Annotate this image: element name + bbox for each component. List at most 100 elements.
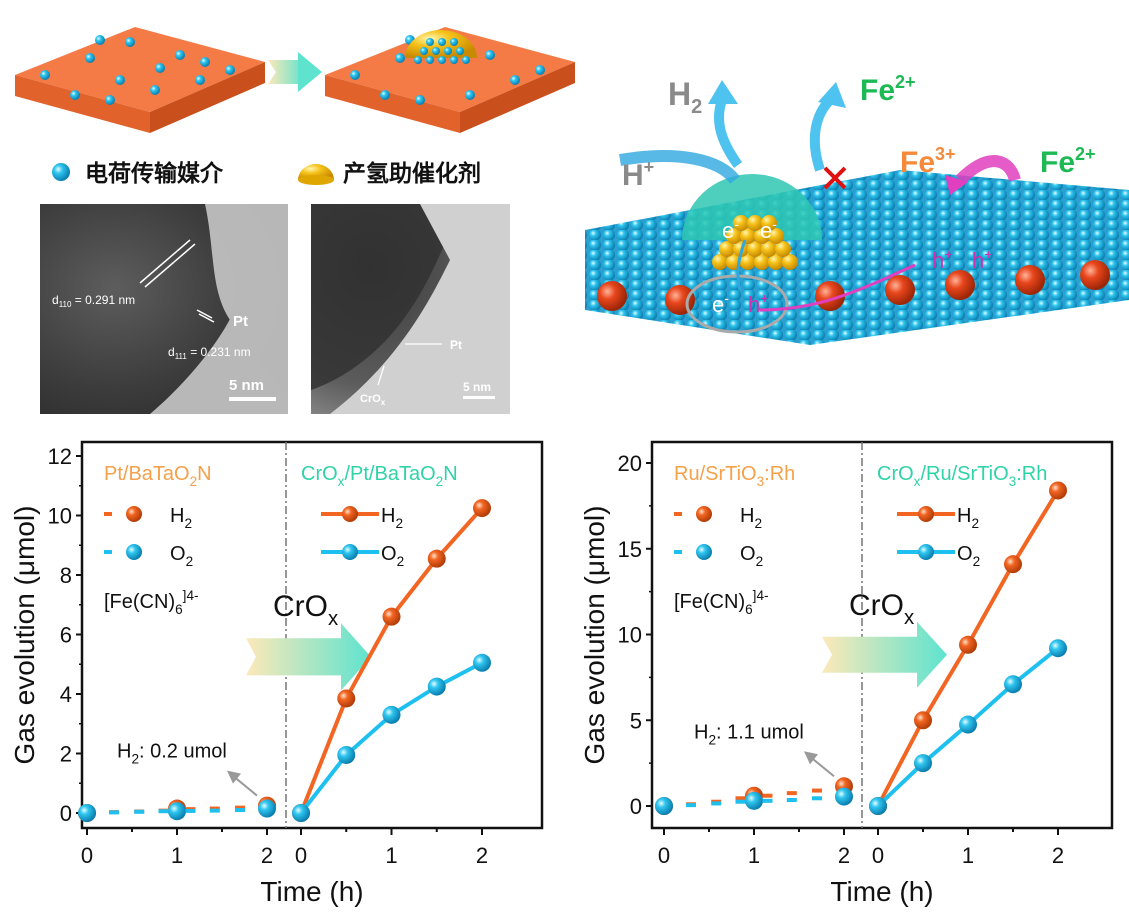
data-point xyxy=(1049,639,1067,658)
cocatalyst-atom xyxy=(768,228,784,244)
h2-label: H2 xyxy=(668,76,702,118)
x-tick-label: 2 xyxy=(838,843,850,868)
scale-bar xyxy=(229,397,276,401)
bare-slab xyxy=(15,27,265,133)
x-tick-label: 1 xyxy=(748,843,760,868)
mediator-particle xyxy=(85,53,95,63)
data-point xyxy=(959,715,977,734)
mediator-particle xyxy=(510,75,520,85)
tem-image-2: Pt CrOx 5 nm xyxy=(311,204,510,414)
legend-marker xyxy=(696,544,712,560)
cocatalyst-atom xyxy=(782,254,798,270)
mediator-particle xyxy=(70,90,80,100)
y-tick-label: 0 xyxy=(630,794,642,819)
y-tick-label: 12 xyxy=(48,444,72,469)
mediator-particle xyxy=(438,56,446,64)
legend-marker xyxy=(918,544,934,560)
after-title: CrOx/Ru/SrTiO3:Rh xyxy=(877,463,1047,489)
y-tick-label: 6 xyxy=(60,623,72,648)
cocatalyst-atom xyxy=(768,254,784,270)
hole-transfer-arrow xyxy=(759,263,916,312)
mediator-particle xyxy=(395,53,405,63)
mediator-particle xyxy=(450,38,458,46)
h2-arrow-head xyxy=(708,80,738,104)
y-tick-label: 20 xyxy=(618,451,642,476)
data-point xyxy=(745,791,763,810)
x-tick-label: 2 xyxy=(1052,843,1064,868)
annotation-arrow xyxy=(234,776,258,797)
mediator-particle xyxy=(444,47,452,55)
after-title: CrOx/Pt/BaTaO2N xyxy=(301,463,458,489)
x-tick-label: 1 xyxy=(962,843,974,868)
plot-frame xyxy=(650,440,1114,830)
legend-label: O2 xyxy=(740,543,763,569)
mediator-particle xyxy=(456,47,464,55)
loaded-slab xyxy=(325,27,575,133)
fe-oxidation-arrow xyxy=(955,155,1021,185)
mediator-particle xyxy=(450,56,458,64)
mediator-particle xyxy=(175,50,185,60)
x-tick-label: 0 xyxy=(658,843,670,868)
mediator-particle xyxy=(420,47,428,55)
cocatalyst-atom xyxy=(712,254,728,270)
data-point xyxy=(1004,675,1022,694)
y-axis-label: Gas evolution (μmol) xyxy=(9,506,40,765)
mediator-particle xyxy=(414,56,422,64)
legend-marker xyxy=(696,506,712,522)
legend-label: H2 xyxy=(957,505,979,531)
electron-label-1: e- xyxy=(722,216,739,243)
pt-label: Pt xyxy=(233,313,248,330)
lattice-atom xyxy=(1080,260,1110,290)
x-tick-label: 2 xyxy=(476,843,488,868)
photocatalyst-layer xyxy=(585,170,1129,345)
data-point xyxy=(78,804,96,822)
catalyst-schematic: 电荷传输媒介 产氢助催化剂 xyxy=(15,27,575,186)
data-point xyxy=(258,799,276,818)
x-tick-label: 2 xyxy=(261,843,273,868)
legend-label: H2 xyxy=(381,505,403,531)
transform-arrow xyxy=(268,60,305,84)
legend-label: O2 xyxy=(957,543,980,569)
y-tick-label: 4 xyxy=(60,682,72,707)
data-point xyxy=(168,802,186,821)
fe-oxidation-arrow-head xyxy=(945,175,968,195)
legend-marker xyxy=(342,544,358,560)
cocatalyst-atom xyxy=(740,254,756,270)
fe2-label-top: Fe2+ xyxy=(860,72,916,107)
x-axis-label: Time (h) xyxy=(830,876,933,907)
electron-label-2: e- xyxy=(760,216,777,243)
cocatalyst-atom xyxy=(761,241,777,257)
hole-label-3: h+ xyxy=(972,246,992,273)
fe2-label-right: Fe2+ xyxy=(1040,144,1096,179)
x-tick-label: 0 xyxy=(295,843,307,868)
data-point xyxy=(473,653,491,672)
data-point xyxy=(382,607,401,626)
crox-addition-arrow xyxy=(246,623,371,691)
cocatalyst-atom xyxy=(733,215,749,231)
legend-label: H2 xyxy=(170,505,192,531)
x-axis-label: Time (h) xyxy=(260,876,363,907)
legend-label: O2 xyxy=(170,543,193,569)
annotation-arrow-head xyxy=(227,770,241,784)
mediator-icon xyxy=(52,163,70,181)
lattice-atom xyxy=(815,281,845,311)
cocatalyst-atom xyxy=(747,241,763,257)
mediator-particle xyxy=(150,85,160,95)
blocked-cross-icon xyxy=(823,166,847,190)
electron-label-3: e- xyxy=(712,290,729,317)
mediator-label: 电荷传输媒介 xyxy=(85,160,224,186)
lattice-atom xyxy=(945,270,975,300)
y-tick-label: 10 xyxy=(618,623,642,648)
before-title: Ru/SrTiO3:Rh xyxy=(674,463,795,489)
data-point xyxy=(835,787,853,806)
before-title: Pt/BaTaO2N xyxy=(104,463,212,489)
cocatalyst-atom xyxy=(719,241,735,257)
x-tick-label: 0 xyxy=(872,843,884,868)
data-point xyxy=(914,754,932,773)
y-tick-label: 10 xyxy=(48,504,72,529)
y-tick-label: 0 xyxy=(60,801,72,826)
cocatalyst-icon-base xyxy=(298,175,334,185)
